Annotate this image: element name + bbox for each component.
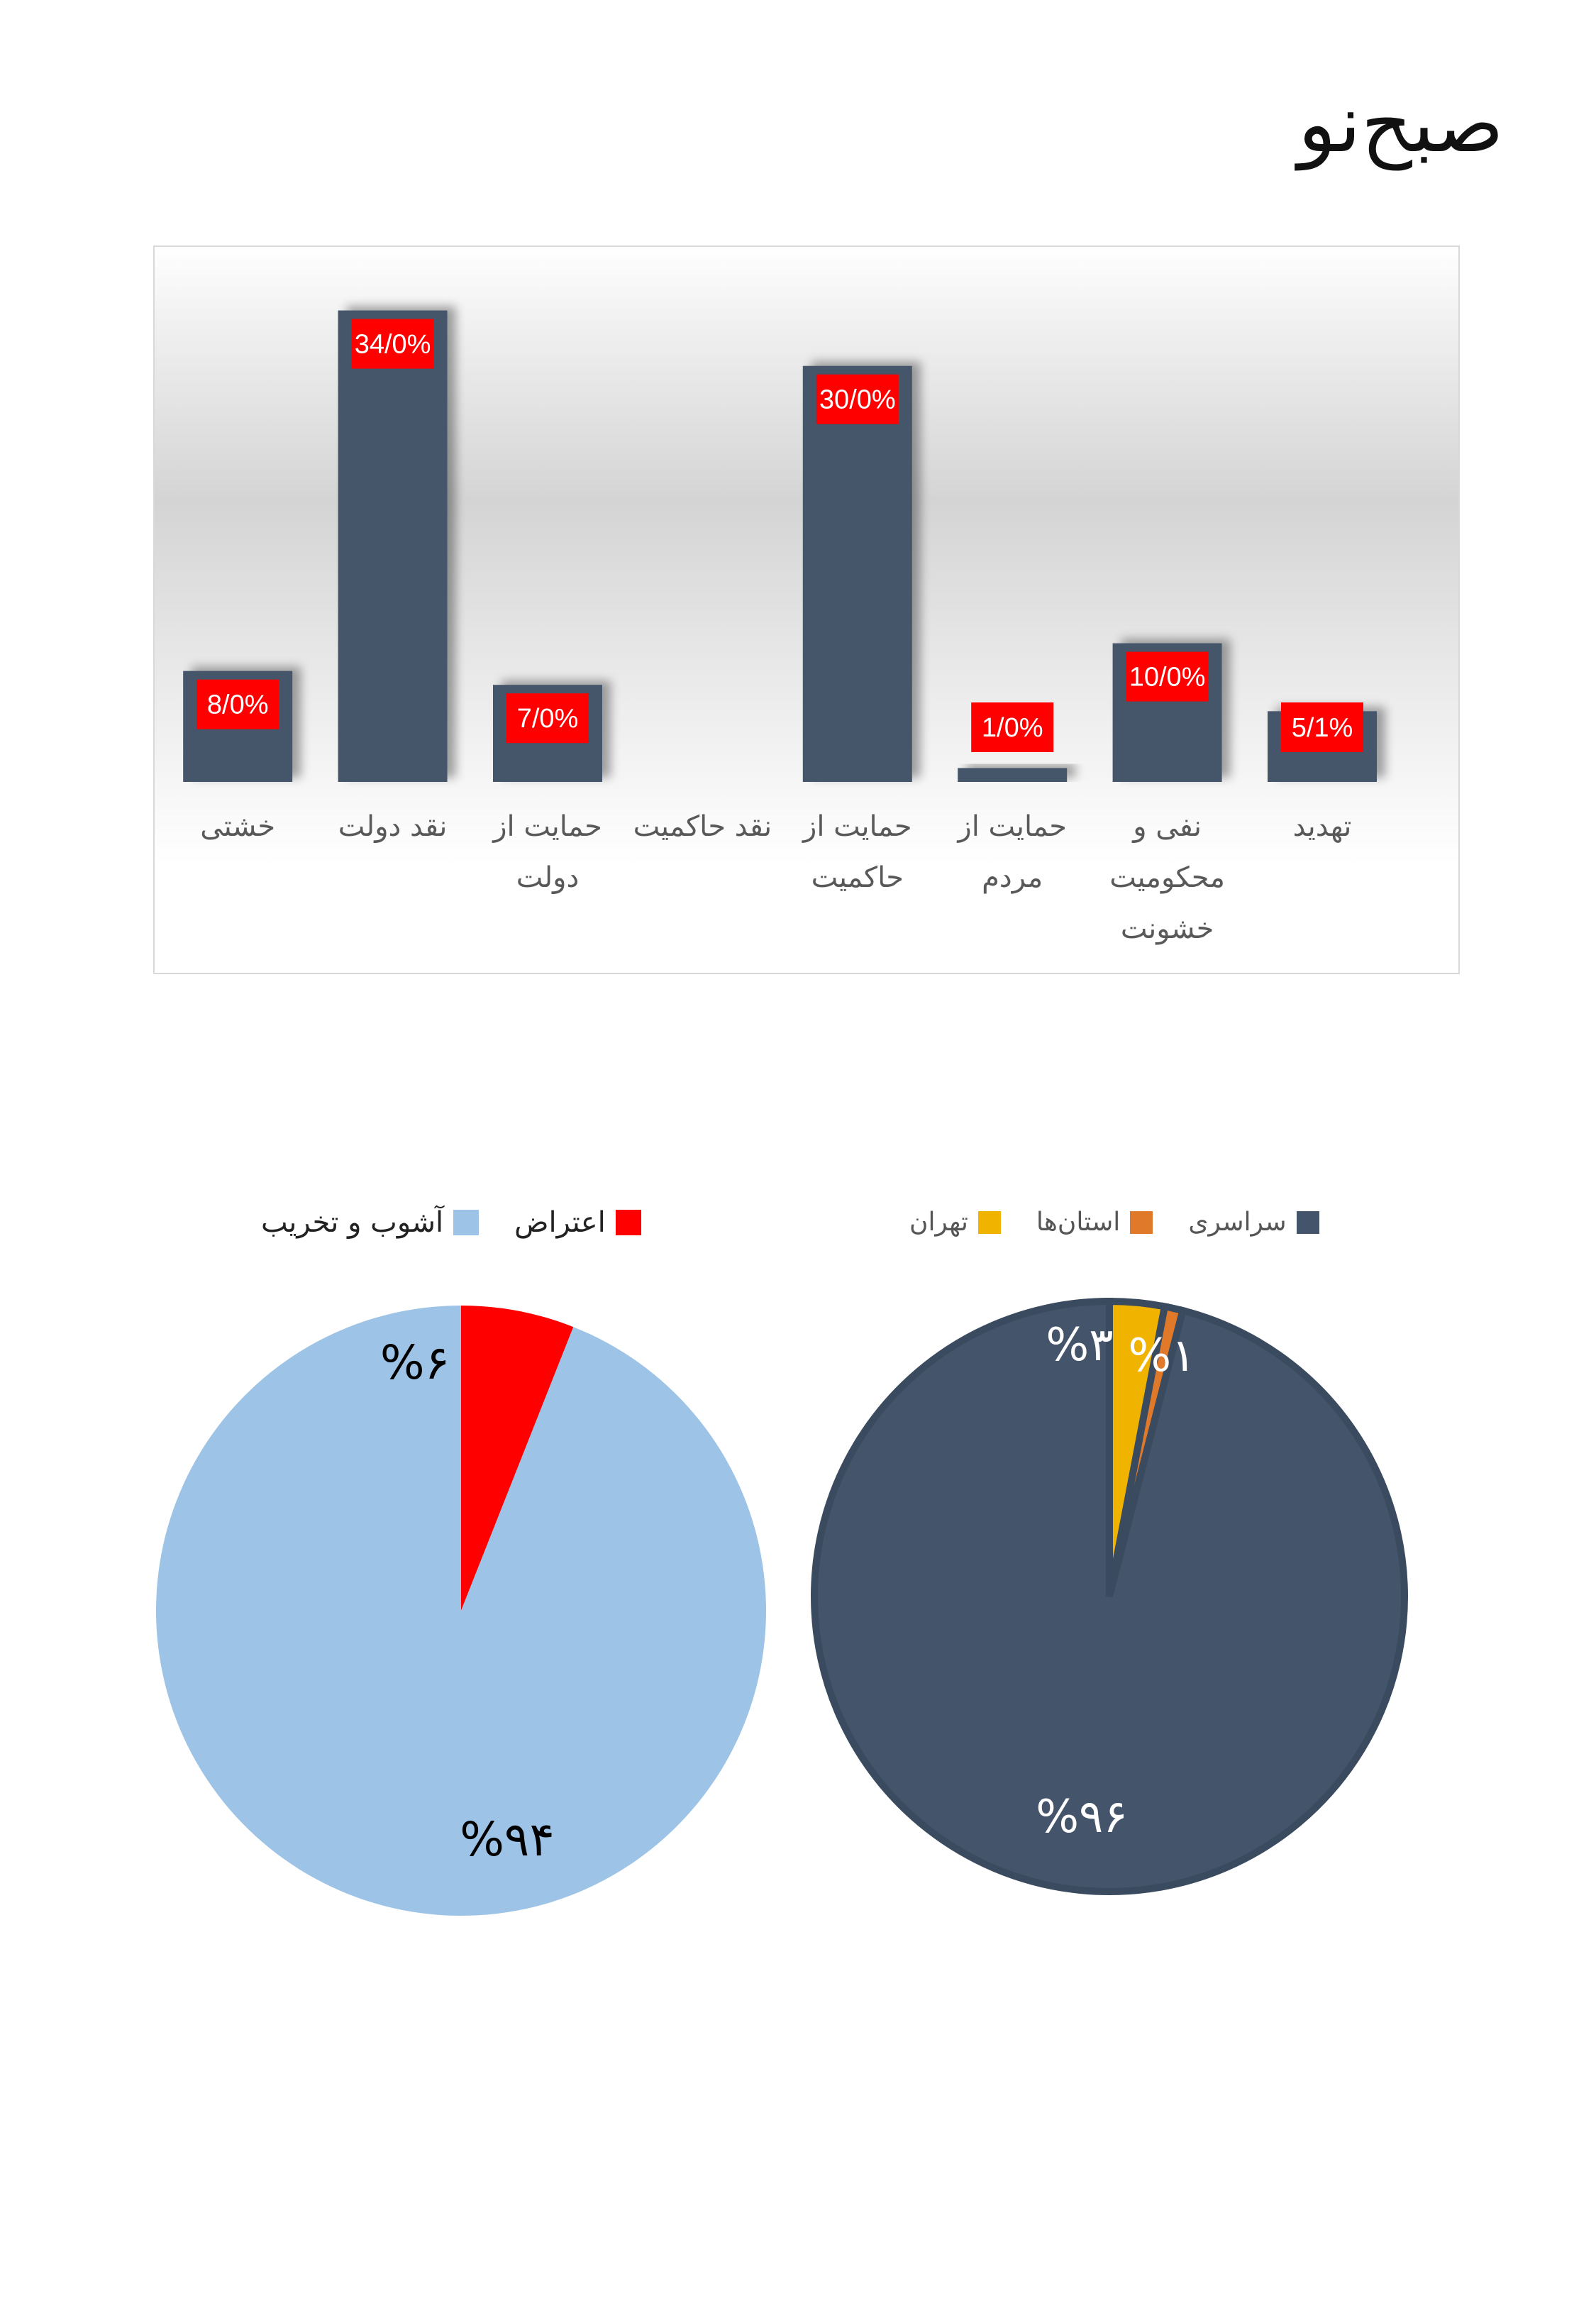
legend-item-nationwide: سراسری (1188, 1208, 1319, 1237)
category-label: حاکمیت (811, 861, 904, 894)
data-label-box (351, 319, 434, 369)
pie-data-label: %۳ (1046, 1319, 1113, 1372)
category-label: خشونت (1121, 912, 1214, 945)
pie-data-label: %۹۴ (460, 1812, 555, 1867)
bar-chart-panel: 5/1% تهدید 10/0% نفی و محکومیت خشونت 1/0% حمایت… (153, 246, 1460, 974)
legend-swatch-protest (615, 1210, 641, 1235)
category-label: خشتی (200, 810, 275, 843)
page-title: صبح‌نو (1297, 78, 1504, 170)
data-label-box (196, 679, 279, 729)
legend-item-tehran: تهران (909, 1208, 1001, 1237)
data-label: 30/0% (819, 385, 896, 415)
data-label-box (816, 374, 899, 424)
bar (338, 310, 448, 782)
legend-swatch-provinces (1130, 1210, 1153, 1234)
pie-chart-left: %۶ %۹۴ (156, 1306, 767, 1916)
data-label-box (506, 693, 589, 744)
legend-label-protest: اعتراض (514, 1206, 606, 1239)
bar (802, 365, 912, 782)
category-label: نفی و (1131, 810, 1202, 843)
legend-label-tehran: تهران (909, 1208, 968, 1237)
bar (958, 768, 1068, 782)
data-label: 5/1% (1292, 713, 1353, 743)
data-label: 7/0% (517, 704, 579, 734)
data-label: 8/0% (207, 690, 269, 720)
category-label: حمایت از (802, 810, 912, 843)
data-label: 10/0% (1129, 663, 1206, 693)
category-label: دولت (516, 861, 580, 894)
legend-item-protest: اعتراض (514, 1206, 641, 1239)
category-label: حمایت از (492, 810, 602, 843)
category-label: نقد دولت (338, 810, 448, 843)
pie-data-label: %۱ (1128, 1330, 1195, 1382)
category-label: مردم (982, 861, 1043, 894)
bar-chart: 5/1% تهدید 10/0% نفی و محکومیت خشونت 1/0% حمایت… (183, 310, 1377, 945)
data-label-box (1281, 702, 1363, 752)
data-label-box (1126, 651, 1209, 702)
legend-swatch-riot (453, 1210, 480, 1235)
pie-data-label: %۶ (380, 1335, 450, 1390)
legend-item-provinces: استان‌ها (1036, 1208, 1153, 1237)
legend-swatch-nationwide (1296, 1210, 1319, 1234)
legend-swatch-tehran (977, 1210, 1001, 1234)
data-label: 1/0% (982, 713, 1043, 743)
pie-slice (461, 1306, 574, 1611)
pie-slice (811, 1297, 1408, 1895)
category-label: محکومیت (1109, 861, 1225, 894)
data-label: 34/0% (355, 330, 431, 360)
legend-item-riot: آشوب و تخریب (261, 1206, 480, 1239)
legend-label-nationwide: سراسری (1188, 1208, 1287, 1237)
category-label: نقد حاکمیت (633, 810, 772, 843)
data-label-box (971, 702, 1054, 752)
pie-chart-right: %۳ %۱ %۹۶ (811, 1297, 1408, 1895)
category-label: حمایت از (956, 810, 1067, 843)
pie-slice (156, 1306, 767, 1916)
pie-left-legend: اعتراض آشوب و تخریب (261, 1206, 641, 1239)
legend-label-riot: آشوب و تخریب (261, 1206, 444, 1239)
category-label: تهدید (1293, 810, 1352, 843)
pie-right-legend: سراسری استان‌ها تهران (909, 1208, 1319, 1237)
legend-label-provinces: استان‌ها (1036, 1208, 1121, 1237)
pie-data-label: %۹۶ (1036, 1791, 1128, 1843)
